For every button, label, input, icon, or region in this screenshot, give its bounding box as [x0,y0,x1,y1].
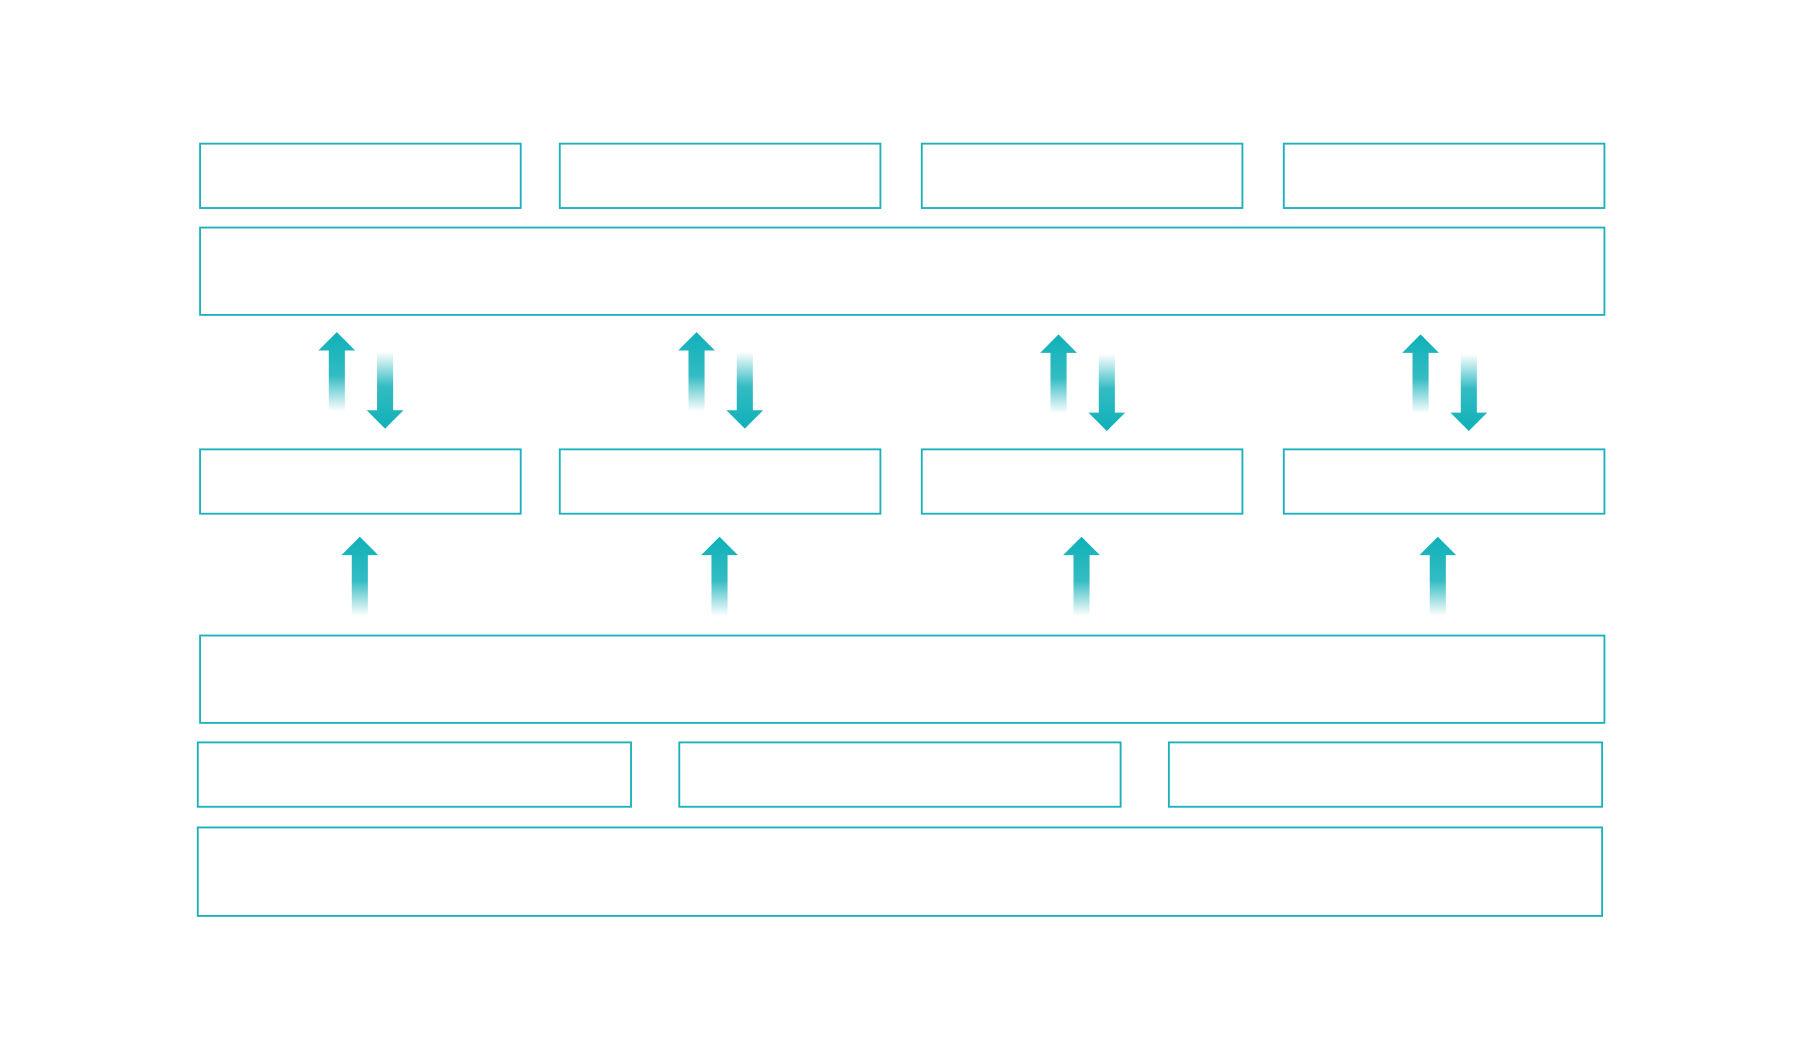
top-row-box-1 [199,142,522,209]
bottom-row-box-3 [1167,741,1604,808]
up-arrow-icon-3 [1040,334,1077,414]
lower-up-arrow-icon-2 [701,536,738,616]
down-arrow-icon-1 [366,351,404,429]
middle-row-box-4 [1282,448,1606,515]
lower-up-arrow-icon-3 [1063,536,1100,616]
bottom-row-box-1 [196,741,632,808]
up-arrow-icon-2 [678,332,715,412]
arrows-layer [318,332,1488,616]
upper-band-box [199,226,1606,316]
lower-up-arrow-icon-1 [341,536,379,616]
up-arrow-icon-4 [1402,334,1439,414]
base-band-box [196,826,1604,917]
top-row-box-3 [920,142,1244,209]
down-arrow-icon-3 [1088,353,1126,431]
boxes-layer [196,142,1606,917]
middle-row-box-1 [199,448,522,515]
lower-up-arrow-icon-4 [1419,536,1457,616]
bottom-row-box-2 [678,741,1122,808]
up-arrow-icon-1 [318,332,356,412]
top-row-box-4 [1282,142,1606,209]
down-arrow-icon-4 [1450,353,1488,431]
middle-row-box-2 [558,448,882,515]
lower-band-box [199,634,1606,724]
middle-row-box-3 [920,448,1244,515]
top-row-box-2 [558,142,882,209]
down-arrow-icon-2 [726,351,764,429]
